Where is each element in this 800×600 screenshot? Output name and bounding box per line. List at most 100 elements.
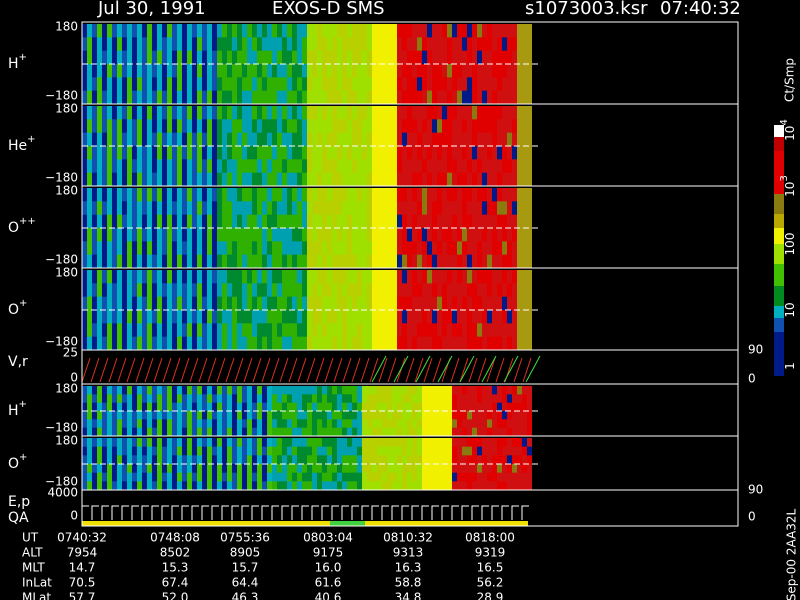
- frame: [81, 21, 739, 527]
- spectrogram-cell: [222, 419, 227, 429]
- spectrogram-cell: [392, 323, 397, 338]
- spectrogram-cell: [102, 283, 107, 298]
- spectrogram-cell: [282, 50, 287, 65]
- spectrogram-cell: [367, 37, 372, 52]
- spectrogram-cell: [312, 241, 317, 256]
- spectrogram-cell: [472, 201, 477, 216]
- spectrogram-cell: [372, 296, 377, 311]
- spectrogram-cell: [317, 201, 322, 216]
- spectrogram-cell: [317, 455, 322, 465]
- spectrogram-cell: [197, 394, 202, 404]
- spectrogram-cell: [502, 402, 507, 412]
- spectrogram-cell: [522, 172, 527, 187]
- spectrogram-cell: [287, 394, 292, 404]
- spectrogram-cell: [442, 159, 447, 174]
- spectrogram-cell: [142, 188, 147, 202]
- spectrogram-cell: [322, 201, 327, 216]
- spectrogram-cell: [212, 296, 217, 311]
- spectrogram-cell: [152, 296, 157, 311]
- spectrogram-cell: [477, 446, 482, 456]
- spectrogram-cell: [477, 50, 482, 65]
- spectrogram-cell: [137, 386, 142, 395]
- spectrogram-cell: [247, 310, 252, 324]
- spectrogram-cell: [517, 77, 522, 92]
- spectrogram-cell: [307, 411, 312, 420]
- spectrogram-cell: [482, 427, 487, 437]
- spectrogram-cell: [257, 37, 262, 52]
- spectrogram-cell: [212, 50, 217, 65]
- spectrogram-cell: [307, 310, 312, 324]
- spectrogram-cell: [412, 50, 417, 65]
- spectrogram-cell: [302, 37, 307, 52]
- spectrogram-cell: [247, 228, 252, 242]
- spectrogram-cell: [437, 394, 442, 404]
- footer-value: 57.7: [69, 591, 96, 600]
- spectrogram-cell: [307, 296, 312, 311]
- spectrogram-cell: [222, 336, 227, 351]
- footer-value: 9313: [393, 546, 424, 560]
- spectrogram-cell: [217, 402, 222, 412]
- spectrogram-cell: [152, 64, 157, 78]
- spectrogram-cell: [527, 464, 532, 474]
- spectrogram-cell: [312, 37, 317, 52]
- spectrogram-cell: [257, 427, 262, 437]
- spectrogram-cell: [267, 270, 272, 284]
- spectrogram-cell: [172, 446, 177, 456]
- spectrogram-cell: [152, 402, 157, 412]
- spectrogram-cell: [192, 201, 197, 216]
- spectrogram-cell: [222, 323, 227, 338]
- spectrogram-cell: [397, 228, 402, 242]
- spectrogram-cell: [292, 283, 297, 298]
- spectrogram-cell: [477, 411, 482, 420]
- spectrogram-cell: [402, 270, 407, 284]
- spectrogram-cell: [137, 106, 142, 120]
- spectrogram-cell: [362, 50, 367, 65]
- spectrogram-cell: [172, 464, 177, 474]
- spectrogram-cell: [417, 64, 422, 78]
- spectrogram-cell: [477, 394, 482, 404]
- spectrogram-cell: [192, 146, 197, 160]
- spectrogram-cell: [467, 119, 472, 134]
- spectrogram-cell: [427, 270, 432, 284]
- spectrogram-cell: [142, 472, 147, 482]
- spectrogram-cell: [512, 77, 517, 92]
- spectrogram-cell: [222, 455, 227, 465]
- spectrogram-cell: [437, 472, 442, 482]
- spectrogram-cell: [262, 64, 267, 78]
- spectrogram-cell: [357, 37, 362, 52]
- spectrogram-cell: [112, 106, 117, 120]
- spectrogram-cell: [442, 438, 447, 448]
- spectrogram-cell: [412, 37, 417, 52]
- spectrogram-cell: [382, 228, 387, 242]
- spectrogram-cell: [497, 241, 502, 256]
- spectrogram-cell: [292, 446, 297, 456]
- spectrogram-cell: [322, 24, 327, 38]
- spectrogram-cell: [157, 464, 162, 474]
- spectrogram-cell: [522, 228, 527, 242]
- spectrogram-cell: [482, 270, 487, 284]
- spectrogram-cell: [302, 296, 307, 311]
- spectrogram-cell: [487, 402, 492, 412]
- spectrogram-cell: [387, 402, 392, 412]
- spectrogram-cell: [217, 254, 222, 269]
- spectrogram-cell: [177, 283, 182, 298]
- spectrogram-cell: [292, 201, 297, 216]
- spectrogram-cell: [367, 172, 372, 187]
- spectrogram-cell: [192, 481, 197, 491]
- spectrogram-cell: [512, 296, 517, 311]
- spectrogram-cell: [472, 296, 477, 311]
- spectrogram-cell: [467, 64, 472, 78]
- spectrogram-cell: [222, 394, 227, 404]
- spectrogram-cell: [192, 214, 197, 229]
- spectrogram-cell: [347, 172, 352, 187]
- spectrogram-cell: [352, 481, 357, 491]
- spectrogram-cell: [267, 438, 272, 448]
- spectrogram-cell: [267, 283, 272, 298]
- spectrogram-cell: [242, 472, 247, 482]
- spectrogram-cell: [472, 254, 477, 269]
- spectrogram-cell: [122, 464, 127, 474]
- spectrogram-cell: [157, 270, 162, 284]
- spectrogram-cell: [122, 159, 127, 174]
- spectrogram-cell: [357, 64, 362, 78]
- spectrogram-cell: [307, 254, 312, 269]
